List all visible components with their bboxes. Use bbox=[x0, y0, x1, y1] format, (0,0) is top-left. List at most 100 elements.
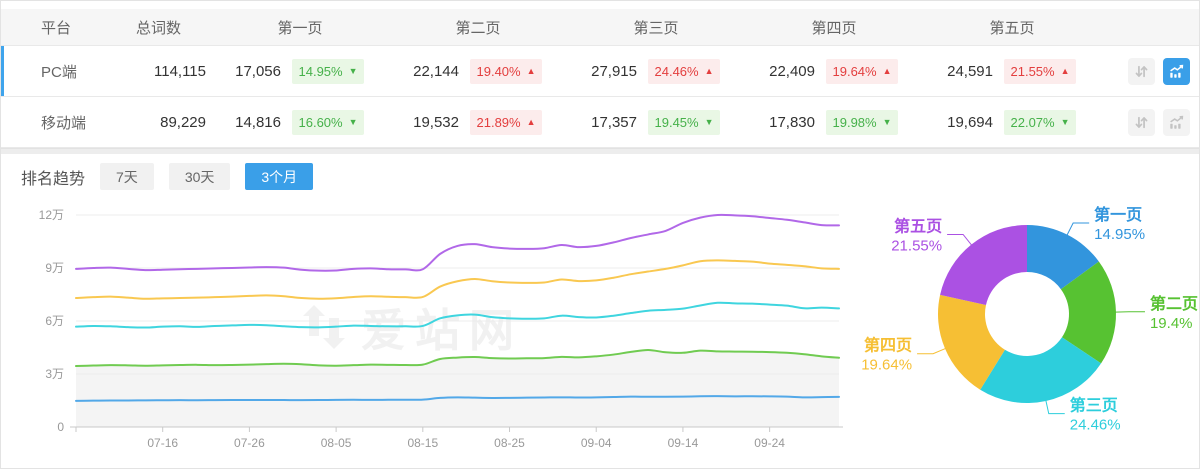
up-triangle-icon: ▲ bbox=[526, 116, 536, 127]
trend-header: 排名趋势 7天 30天 3个月 bbox=[1, 154, 1199, 194]
aizhan-logo-icon bbox=[303, 304, 345, 349]
svg-text:08-25: 08-25 bbox=[494, 436, 525, 450]
svg-text:14.95%: 14.95% bbox=[1094, 226, 1145, 243]
change-badge: 16.60% ▼ bbox=[292, 109, 364, 135]
page2-value: 19,532 bbox=[413, 113, 459, 131]
down-triangle-icon: ▼ bbox=[1060, 116, 1070, 127]
page5-cell: 24,591 21.55% ▲ bbox=[947, 58, 1126, 84]
svg-text:第一页: 第一页 bbox=[1094, 205, 1142, 224]
svg-text:第二页: 第二页 bbox=[1150, 294, 1198, 313]
trend-chart-button[interactable] bbox=[1163, 57, 1190, 85]
trend-chart-icon bbox=[1170, 115, 1184, 129]
col-header-page4: 第四页 bbox=[811, 19, 857, 37]
change-badge: 21.55% ▲ bbox=[1004, 58, 1076, 84]
page4-value: 22,409 bbox=[769, 62, 815, 80]
page2-value: 22,144 bbox=[413, 62, 459, 80]
row-actions bbox=[1126, 108, 1199, 136]
down-triangle-icon: ▼ bbox=[882, 116, 892, 127]
down-triangle-icon: ▼ bbox=[348, 65, 358, 76]
total-words-value: 89,229 bbox=[160, 113, 206, 131]
page5-value: 24,591 bbox=[947, 62, 993, 80]
svg-text:09-14: 09-14 bbox=[668, 436, 699, 450]
svg-text:24.46%: 24.46% bbox=[1070, 417, 1121, 434]
page1-cell: 14,816 16.60% ▼ bbox=[235, 109, 414, 135]
page4-cell: 22,409 19.64% ▲ bbox=[769, 58, 948, 84]
svg-text:19.4%: 19.4% bbox=[1150, 315, 1193, 332]
sort-arrows-icon bbox=[1135, 116, 1148, 128]
range-button-7d[interactable]: 7天 bbox=[100, 163, 154, 190]
range-button-30d[interactable]: 30天 bbox=[168, 163, 231, 190]
trend-chart-icon bbox=[1170, 64, 1184, 78]
watermark: 爱站网 bbox=[301, 294, 523, 359]
page4-cell: 17,830 19.98% ▼ bbox=[769, 109, 948, 135]
page3-value: 17,357 bbox=[591, 113, 637, 131]
down-triangle-icon: ▼ bbox=[704, 116, 714, 127]
svg-text:19.64%: 19.64% bbox=[861, 357, 912, 374]
col-header-page1: 第一页 bbox=[277, 19, 323, 37]
col-header-page3: 第三页 bbox=[633, 19, 679, 37]
charts-area: 爱站网 0 3万 6万 9万 12万 07-16 07-26 08-05 08-15 08-25 0… bbox=[1, 194, 1200, 469]
page4-value: 17,830 bbox=[769, 113, 815, 131]
sort-button[interactable] bbox=[1128, 108, 1155, 136]
change-badge: 21.89% ▲ bbox=[470, 109, 542, 135]
svg-text:08-05: 08-05 bbox=[321, 436, 352, 450]
svg-text:9万: 9万 bbox=[45, 261, 64, 275]
change-badge: 19.64% ▲ bbox=[826, 58, 898, 84]
section-divider bbox=[1, 148, 1199, 154]
row-actions bbox=[1126, 57, 1199, 85]
svg-text:第三页: 第三页 bbox=[1070, 396, 1118, 415]
svg-text:6万: 6万 bbox=[45, 314, 64, 328]
svg-text:07-16: 07-16 bbox=[147, 436, 178, 450]
up-triangle-icon: ▲ bbox=[526, 65, 536, 76]
svg-text:07-26: 07-26 bbox=[234, 436, 265, 450]
svg-text:3万: 3万 bbox=[45, 367, 64, 381]
rank-trend-line-chart[interactable]: 0 3万 6万 9万 12万 07-16 07-26 08-05 08-15 08-25 09-04… bbox=[21, 194, 866, 469]
col-header-platform: 平台 bbox=[41, 19, 72, 37]
svg-text:12万: 12万 bbox=[39, 208, 64, 222]
trend-chart-button[interactable] bbox=[1163, 108, 1190, 136]
page1-value: 17,056 bbox=[235, 62, 281, 80]
watermark-text: 爱站网 bbox=[361, 305, 524, 356]
page5-cell: 19,694 22.07% ▼ bbox=[947, 109, 1126, 135]
svg-text:09-04: 09-04 bbox=[581, 436, 612, 450]
rank-trend-section: 排名趋势 7天 30天 3个月 爱站网 0 3万 6万 9万 12万 07-16 07-26… bbox=[1, 154, 1200, 469]
page1-value: 14,816 bbox=[235, 113, 281, 131]
col-header-page2: 第二页 bbox=[455, 19, 501, 37]
page-distribution-donut-chart[interactable]: 第一页 14.95% 第二页 19.4% 第三页 24.46% 第四页 19.64% 第五页 21… bbox=[861, 194, 1200, 469]
svg-text:09-24: 09-24 bbox=[754, 436, 785, 450]
down-triangle-icon: ▼ bbox=[348, 116, 358, 127]
range-button-3m[interactable]: 3个月 bbox=[245, 163, 314, 190]
col-header-page5: 第五页 bbox=[989, 19, 1035, 37]
page1-cell: 17,056 14.95% ▼ bbox=[235, 58, 414, 84]
page3-cell: 17,357 19.45% ▼ bbox=[591, 109, 770, 135]
table-row-pc[interactable]: PC端 114,115 17,056 14.95% ▼ 22,144 19.40%… bbox=[1, 46, 1199, 97]
trend-title: 排名趋势 bbox=[21, 170, 86, 188]
platform-label: 移动端 bbox=[41, 114, 87, 132]
page2-cell: 19,532 21.89% ▲ bbox=[413, 109, 592, 135]
change-badge: 22.07% ▼ bbox=[1004, 109, 1076, 135]
sort-arrows-icon bbox=[1135, 65, 1148, 77]
change-badge: 24.46% ▲ bbox=[648, 58, 720, 84]
change-badge: 19.98% ▼ bbox=[826, 109, 898, 135]
table-header: 平台 总词数 第一页 第二页 第三页 第四页 第五页 bbox=[1, 9, 1199, 46]
sort-button[interactable] bbox=[1128, 57, 1155, 85]
svg-text:第四页: 第四页 bbox=[864, 336, 912, 355]
change-badge: 19.40% ▲ bbox=[470, 58, 542, 84]
page3-value: 27,915 bbox=[591, 62, 637, 80]
svg-text:08-15: 08-15 bbox=[407, 436, 438, 450]
svg-text:0: 0 bbox=[57, 420, 64, 434]
total-words-value: 114,115 bbox=[154, 62, 206, 80]
svg-text:第五页: 第五页 bbox=[894, 216, 942, 235]
up-triangle-icon: ▲ bbox=[1060, 65, 1070, 76]
change-badge: 14.95% ▼ bbox=[292, 58, 364, 84]
change-badge: 19.45% ▼ bbox=[648, 109, 720, 135]
platform-label: PC端 bbox=[41, 63, 77, 81]
page2-cell: 22,144 19.40% ▲ bbox=[413, 58, 592, 84]
col-header-total-words: 总词数 bbox=[135, 19, 181, 37]
up-triangle-icon: ▲ bbox=[704, 65, 714, 76]
svg-text:21.55%: 21.55% bbox=[891, 237, 942, 254]
up-triangle-icon: ▲ bbox=[882, 65, 892, 76]
rank-table: 平台 总词数 第一页 第二页 第三页 第四页 第五页 PC端 114,115 1… bbox=[1, 1, 1199, 148]
table-row-mobile[interactable]: 移动端 89,229 14,816 16.60% ▼ 19,532 21.89% ▲… bbox=[1, 97, 1199, 148]
